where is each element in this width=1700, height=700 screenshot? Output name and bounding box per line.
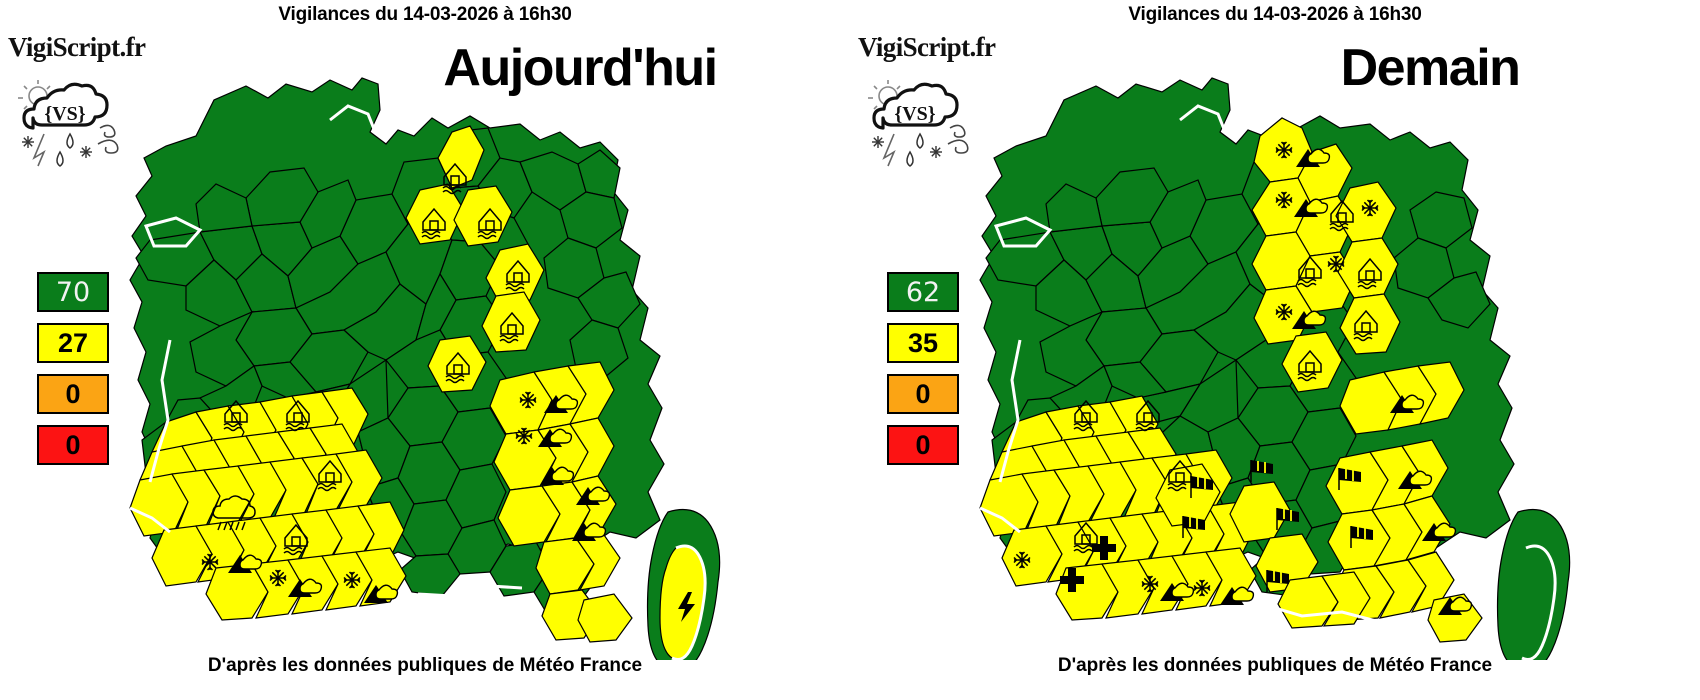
coastline-today [129, 104, 523, 598]
legend-count-orange: 0 [887, 374, 959, 414]
vigiscript-cloud-logo: {VS} [858, 72, 983, 167]
snow-icon [1193, 579, 1211, 597]
panel-today: Vigilances du 14-03-2026 à 16h30 VigiScr… [0, 4, 850, 676]
snow-icon [1013, 551, 1031, 569]
vigiscript-cloud-logo: {VS} [8, 72, 133, 167]
snow-icon [1141, 575, 1159, 593]
snow-icon [1327, 255, 1345, 273]
france-map-tomorrow[interactable] [850, 40, 1700, 660]
snow-icon [1275, 303, 1293, 321]
legend-count-green: 70 [37, 272, 109, 312]
svg-text:{VS}: {VS} [44, 103, 85, 125]
panel-tomorrow: Vigilances du 14-03-2026 à 16h30 VigiScr… [850, 0, 1700, 700]
legend-count-red: 0 [887, 425, 959, 465]
snow-icon [515, 427, 533, 445]
coastline-tomorrow [979, 104, 1421, 624]
legend-today: 70 27 0 0 [37, 272, 109, 476]
snow-icon [519, 391, 537, 409]
footer-note-today: D'après les données publiques de Météo F… [207, 655, 643, 676]
legend-count-yellow: 27 [37, 323, 109, 363]
day-label-today: Aujourd'hui [443, 39, 718, 97]
snow-icon [1361, 199, 1379, 217]
corsica-tomorrow [1496, 509, 1571, 660]
brand-tomorrow: VigiScript.fr [858, 32, 996, 62]
snow-icon [343, 571, 361, 589]
panel-title-tomorrow: Vigilances du 14-03-2026 à 16h30 [1128, 4, 1422, 25]
legend-count-orange: 0 [37, 374, 109, 414]
day-label-tomorrow: Demain [1340, 39, 1521, 97]
legend-count-yellow: 35 [887, 323, 959, 363]
snow-icon [201, 553, 219, 571]
brand-today: VigiScript.fr [8, 32, 146, 62]
legend-count-red: 0 [37, 425, 109, 465]
snow-icon [1275, 191, 1293, 209]
panel-title-today: Vigilances du 14-03-2026 à 16h30 [278, 4, 572, 25]
svg-text:{VS}: {VS} [894, 103, 935, 125]
legend-count-green: 62 [887, 272, 959, 312]
dept-yellow-today [129, 125, 633, 643]
footer-note-tomorrow: D'après les données publiques de Météo F… [1057, 655, 1493, 676]
france-map-today[interactable] [0, 40, 850, 660]
snow-icon [269, 569, 287, 587]
snow-icon [1275, 141, 1293, 159]
corsica-today [646, 509, 721, 660]
legend-tomorrow: 62 35 0 0 [887, 272, 959, 476]
